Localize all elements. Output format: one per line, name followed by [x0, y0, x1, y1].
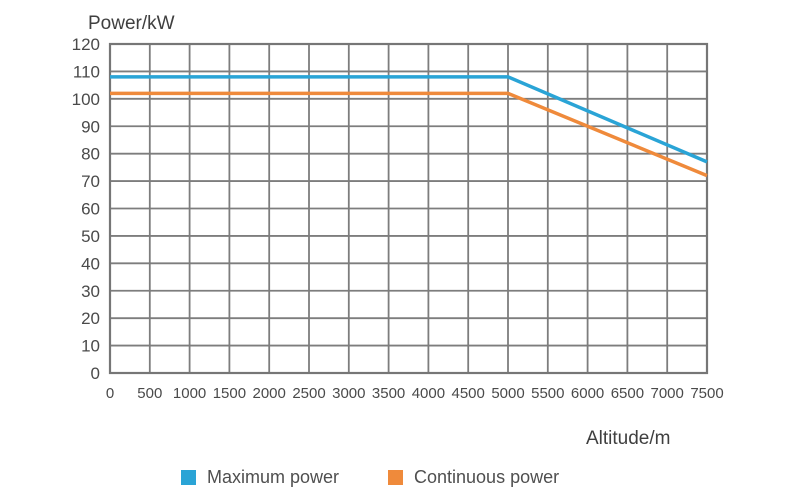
y-tick-label: 110 [73, 62, 100, 81]
y-tick-label: 70 [81, 172, 100, 191]
maximum-power-swatch-icon [181, 469, 196, 485]
series-line-0 [110, 75, 708, 164]
legend-label: Continuous power [414, 466, 560, 487]
x-tick-label: 4000 [412, 385, 445, 402]
y-tick-label: 120 [72, 35, 100, 54]
x-tick-label: 2000 [253, 385, 286, 402]
continuous-power-swatch-icon [388, 469, 403, 485]
y-tick-label: 50 [81, 227, 100, 246]
x-tick-label: 6000 [571, 385, 604, 402]
x-tick-label: 5000 [491, 385, 524, 402]
y-axis-title: Power/kW [88, 13, 175, 34]
x-tick-label: 7000 [651, 385, 684, 402]
y-tick-label: 0 [91, 364, 100, 383]
x-tick-label: 3000 [332, 385, 365, 402]
y-tick-label: 10 [81, 337, 100, 356]
legend-item-maximum-power: Maximum power [181, 466, 340, 487]
y-tick-label: 100 [72, 90, 100, 109]
series-line-1 [110, 91, 708, 178]
y-tick-label: 40 [81, 254, 100, 273]
x-tick-label: 7500 [690, 385, 723, 402]
y-tick-label: 90 [81, 117, 100, 136]
x-tick-label: 1000 [173, 385, 206, 402]
x-axis-title: Altitude/m [586, 428, 671, 449]
x-tick-label: 6500 [611, 385, 644, 402]
legend-label: Maximum power [207, 466, 340, 487]
x-tick-label: 3500 [372, 385, 405, 402]
x-tick-label: 0 [106, 385, 114, 402]
y-tick-label: 30 [81, 282, 100, 301]
x-tick-label: 5500 [531, 385, 564, 402]
x-tick-label: 2500 [292, 385, 325, 402]
legend-item-continuous-power: Continuous power [388, 466, 560, 487]
y-tick-label: 20 [81, 309, 100, 328]
y-tick-label: 80 [81, 145, 100, 164]
x-tick-label: 1500 [213, 385, 246, 402]
plot-frame [108, 42, 709, 375]
x-tick-label: 4500 [452, 385, 485, 402]
x-tick-label: 500 [137, 385, 162, 402]
y-tick-label: 60 [81, 200, 100, 219]
